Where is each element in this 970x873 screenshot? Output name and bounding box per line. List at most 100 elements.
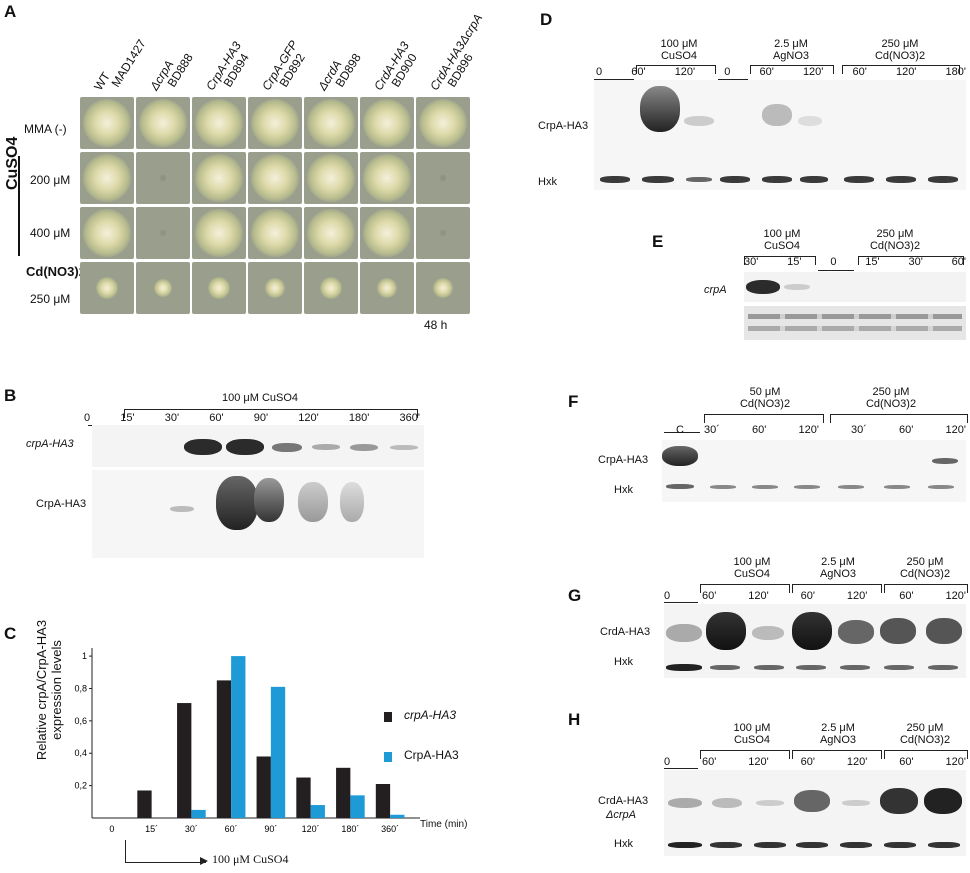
cuso4-bracket-line: [18, 156, 20, 256]
lane-label: 120': [895, 66, 917, 78]
bracket: [636, 65, 716, 74]
plate-cell: [80, 207, 134, 259]
rrna-band-lower: [748, 326, 962, 331]
panel-c-label: C: [4, 624, 17, 643]
lane-label: 30´: [704, 424, 720, 436]
bar-mrna: [336, 767, 351, 818]
y-tick-label: 0,6: [74, 716, 87, 726]
group-compound: Cd(NO3)2: [874, 50, 926, 62]
colony: [440, 230, 446, 236]
lane-label: 180': [348, 412, 370, 424]
panel-g-label: G: [568, 586, 582, 605]
zero-line: [594, 79, 634, 80]
group-compound: AgNO3: [819, 734, 857, 746]
plate-cell: [360, 262, 414, 314]
group-conc: 250 μM: [872, 386, 910, 398]
band: [924, 788, 962, 814]
bracket: [700, 584, 790, 593]
hxk-band: [754, 665, 784, 670]
strain-header: CrpA-GFP BD892: [259, 38, 312, 99]
panel-e-rrna-loading: [744, 306, 966, 340]
panel-d-lanes: 0 60' 120' 0 60' 120' 60' 120' 180': [596, 66, 966, 78]
band: [784, 284, 810, 290]
panel-b-bracket: [124, 409, 418, 418]
bracket: [842, 65, 960, 74]
lane-label: 0: [84, 412, 91, 424]
panel-b-label: B: [4, 386, 17, 405]
hxk-band: [886, 176, 916, 183]
panel-f-group-2: 250 μM Cd(NO3)2: [846, 386, 936, 410]
panel-d-row2-label: Hxk: [538, 176, 557, 188]
panel-f-row2-label: Hxk: [614, 484, 633, 496]
lane-label: 120': [798, 424, 819, 436]
bar-mrna: [177, 703, 192, 818]
lane-label: 15': [120, 412, 135, 424]
hxk-band: [840, 665, 870, 670]
lane-label: 60': [899, 756, 914, 768]
band: [298, 482, 328, 522]
panel-h-row1-label: CrdA-HA3: [598, 795, 649, 807]
strain-header: CrdA-HA3 BD900: [371, 39, 423, 100]
x-tick-label: 360´: [381, 824, 399, 834]
plate-grid: [80, 97, 470, 314]
band: [926, 618, 962, 644]
panel-g-row2-label: Hxk: [614, 656, 633, 668]
colony: [307, 99, 355, 147]
legend-swatch-protein: [384, 752, 392, 762]
plate-cell: [304, 97, 358, 149]
panel-g-group-3: 250 μM Cd(NO3)2: [880, 556, 970, 580]
hxk-band: [928, 485, 954, 489]
y-tick-label: 0,8: [74, 683, 87, 693]
band: [932, 458, 958, 464]
plate-cell: [248, 152, 302, 204]
colony: [160, 230, 166, 236]
colony: [195, 154, 243, 202]
panel-e-group-2: 250 μM Cd(NO3)2: [850, 228, 940, 252]
zero-line: [664, 602, 698, 603]
colony: [363, 154, 411, 202]
strain-header: WT MAD1427: [91, 31, 149, 100]
colony: [265, 278, 285, 298]
row-label-mma: MMA (-): [24, 122, 67, 136]
x-tick-label: 90´: [264, 824, 277, 834]
legend-label-protein: CrpA-HA3: [404, 748, 459, 762]
plate-cell: [416, 152, 470, 204]
hxk-band: [666, 664, 702, 671]
y-tick-label: 1: [82, 651, 87, 661]
band: [756, 800, 784, 806]
lane-label: 60': [631, 66, 646, 78]
lane-label: 30': [744, 256, 759, 268]
panel-d-group-2: 2.5 μM AgNO3: [756, 38, 826, 62]
colony: [307, 209, 355, 257]
panel-g-group-2: 2.5 μM AgNO3: [798, 556, 878, 580]
time-label-48h: 48 h: [424, 318, 448, 332]
group-compound: AgNO3: [772, 50, 810, 62]
lane-label: 60': [702, 756, 717, 768]
bar-mrna: [256, 756, 271, 818]
hxk-band: [796, 665, 826, 670]
lane-label: 15': [865, 256, 880, 268]
plate-cell: [136, 262, 190, 314]
treatment-arrow: [125, 840, 206, 863]
row-label-cd-conc: 250 μM: [30, 292, 71, 306]
lane-label: 0: [664, 756, 671, 768]
band: [170, 506, 194, 512]
chart-xlabel: Time (min): [420, 819, 468, 830]
lane-label: 120': [748, 590, 769, 602]
group-conc: 2.5 μM: [821, 722, 855, 734]
strain-header: ΔcrpA BD888: [147, 45, 196, 100]
bar-mrna: [296, 777, 311, 818]
chart-ylabel-line2: expression levels: [49, 640, 64, 740]
panel-d-blot: [594, 80, 966, 190]
control-line: [664, 432, 700, 433]
band: [880, 618, 916, 644]
colony: [160, 175, 166, 181]
panel-f-group-1: 50 μM Cd(NO3)2: [720, 386, 810, 410]
lane-label: 0: [664, 590, 671, 602]
hxk-band: [928, 665, 958, 670]
colony: [320, 277, 342, 299]
panel-f-lanes: 30´ 60' 120' 30´ 60' 120': [704, 424, 966, 436]
panel-h-row1-sublabel: ΔcrpA: [606, 809, 636, 821]
bracket: [884, 584, 968, 593]
bar-protein: [231, 656, 246, 818]
